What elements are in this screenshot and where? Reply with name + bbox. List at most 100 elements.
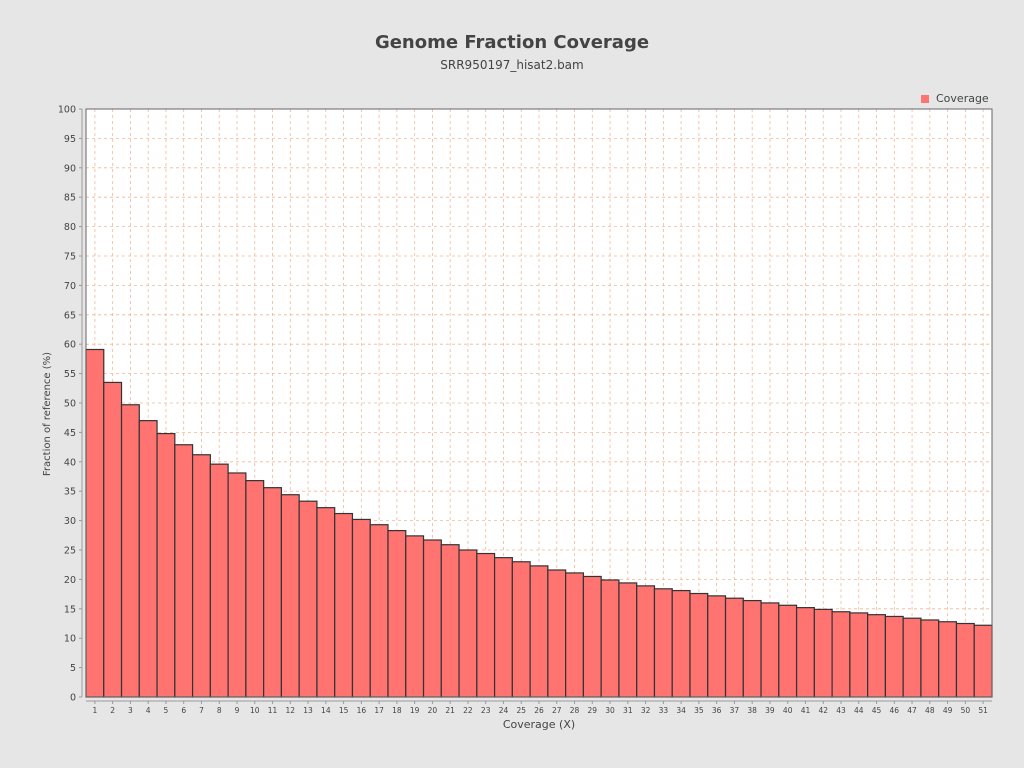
y-tick-label: 5 [70,663,76,674]
y-tick-label: 95 [64,134,76,145]
bar-coverage-3 [120,404,140,698]
y-tick-label: 100 [58,105,76,116]
bar-coverage-8 [209,463,229,698]
bar-coverage-49 [938,621,958,698]
x-tick-label: 45 [872,706,882,715]
y-tick-label: 85 [64,193,76,204]
legend-label: Coverage [936,92,989,105]
plot-border [85,108,993,698]
y-tick-label: 45 [64,428,76,439]
y-tick-label: 75 [64,252,76,263]
bar-coverage-25 [511,561,531,698]
y-tick-label: 40 [64,457,76,468]
y-tick-label: 50 [64,399,76,410]
bar-coverage-35 [689,592,709,698]
bar-coverage-15 [334,512,354,698]
bar-coverage-12 [280,494,300,698]
bar-coverage-19 [405,535,425,698]
x-tick-label: 1 [92,706,97,715]
y-tick-label: 55 [64,369,76,380]
x-tick-label: 25 [516,706,526,715]
bar-coverage-14 [316,507,336,698]
y-axis-label: Fraction of reference (%) [42,352,53,476]
bar-coverage-18 [387,529,407,698]
legend: Coverage [921,92,989,105]
bar-coverage-42 [813,608,833,698]
x-tick-label: 13 [303,706,313,715]
x-tick-label: 43 [836,706,846,715]
x-tick-label: 3 [128,706,133,715]
bar-coverage-6 [174,444,194,698]
x-tick-label: 6 [181,706,186,715]
x-tick-label: 7 [199,706,204,715]
bar-coverage-11 [263,487,283,698]
bar-coverage-2 [103,381,123,698]
bar-coverage-47 [902,617,922,698]
x-tick-label: 32 [641,706,651,715]
x-tick-label: 49 [943,706,953,715]
y-tick-label: 15 [64,604,76,615]
bar-coverage-31 [618,582,638,698]
x-tick-label: 22 [463,706,473,715]
bar-coverage-45 [867,614,887,698]
y-tick-labels: 0 5 10 15 20 25 30 35 40 45 50 55 60 65 70 75 80 85 90 95 10… [58,105,82,704]
x-tick-label: 26 [534,706,544,715]
x-tick-label: 34 [676,706,686,715]
x-axis-label: Coverage (X) [503,718,575,731]
bar-coverage-50 [955,622,975,698]
x-tick-label: 17 [374,706,384,715]
x-tick-label: 28 [570,706,580,715]
bar-coverage-24 [493,557,513,698]
y-tick-label: 65 [64,310,76,321]
bar-coverage-21 [440,544,460,698]
bar-coverage-9 [227,472,247,698]
bar-coverage-43 [831,611,851,698]
bar-coverage-22 [458,549,478,698]
x-tick-label: 40 [783,706,793,715]
bar-coverage-27 [547,569,567,698]
x-tick-label: 47 [907,706,917,715]
y-tick-label: 25 [64,546,76,557]
x-tick-label: 39 [765,706,775,715]
bar-coverage-46 [884,615,904,698]
y-tick-label: 70 [64,281,76,292]
y-tick-label: 0 [70,693,76,704]
bar-coverage-17 [369,524,389,698]
bar-coverage-37 [724,597,744,698]
y-tick-label: 10 [64,634,76,645]
bar-coverage-4 [138,420,158,698]
bar-coverage-48 [920,619,940,698]
x-tick-labels: 1 2 3 4 5 6 7 8 9 10 11 12 13 14 15 16 17 18 19 20 21 22 23 24 2… [92,701,988,715]
y-tick-label: 90 [64,163,76,174]
y-tick-label: 60 [64,340,76,351]
x-tick-label: 31 [623,706,633,715]
x-tick-label: 23 [481,706,491,715]
x-tick-label: 42 [818,706,828,715]
chart-title: Genome Fraction Coverage [374,32,650,53]
x-tick-label: 5 [164,706,169,715]
x-tick-label: 27 [552,706,562,715]
bar-coverage-29 [582,575,602,698]
x-tick-label: 19 [410,706,420,715]
x-tick-label: 29 [588,706,598,715]
x-tick-label: 38 [747,706,757,715]
x-tick-label: 20 [428,706,438,715]
bar-coverage-41 [795,607,815,698]
x-tick-label: 30 [605,706,615,715]
bar-coverage-40 [778,604,798,698]
x-tick-label: 2 [110,706,115,715]
bar-coverage-7 [191,454,211,698]
bar-coverage-5 [156,432,176,698]
bar-coverage-10 [245,480,265,698]
x-tick-label: 9 [235,706,240,715]
y-tick-label: 20 [64,575,76,586]
x-tick-label: 36 [712,706,722,715]
x-tick-label: 33 [659,706,669,715]
x-tick-label: 24 [499,706,509,715]
x-tick-label: 15 [339,706,349,715]
bar-coverage-33 [653,588,673,698]
bar-coverage-44 [849,612,869,698]
bar-coverage-20 [422,539,442,698]
bar-coverage-13 [298,500,318,698]
